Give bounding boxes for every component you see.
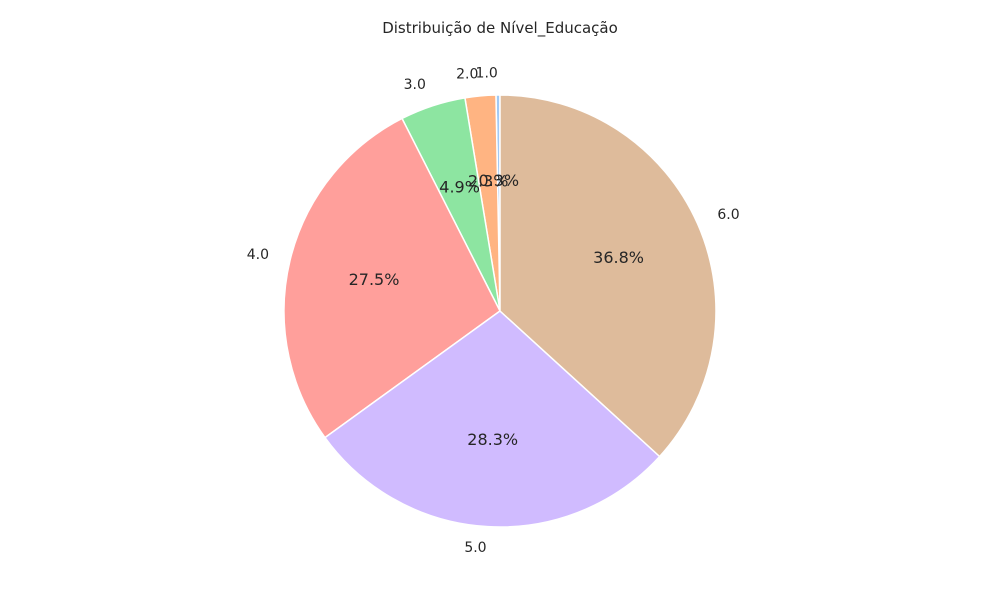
- percent-label-5.0: 28.3%: [467, 430, 518, 449]
- pie-slice-4.0: [283, 117, 501, 439]
- pie-labels: 1.0 0.3% 2.0 2.3% 3.0 4.9% 4.0 27.5% 5.0 28.3% 6.0…: [247, 65, 740, 556]
- category-label-5.0: 5.0: [464, 540, 486, 556]
- pie-slices: [283, 94, 717, 528]
- pie-slice-5.0: [324, 310, 661, 528]
- chart-title: Distribuição de Nível_Educação: [382, 19, 618, 38]
- category-label-1.0: 1.0: [476, 65, 498, 81]
- percent-label-6.0: 36.8%: [593, 248, 644, 267]
- percent-label-1.0: 0.3%: [478, 171, 519, 190]
- pie-slice-6.0: [499, 94, 717, 458]
- category-label-6.0: 6.0: [717, 207, 739, 223]
- category-label-2.0: 2.0: [456, 66, 478, 82]
- category-label-4.0: 4.0: [247, 247, 269, 263]
- category-label-3.0: 3.0: [404, 77, 426, 93]
- percent-label-2.0: 2.3%: [468, 171, 509, 190]
- percent-label-4.0: 27.5%: [349, 270, 400, 289]
- percent-label-3.0: 4.9%: [439, 177, 480, 196]
